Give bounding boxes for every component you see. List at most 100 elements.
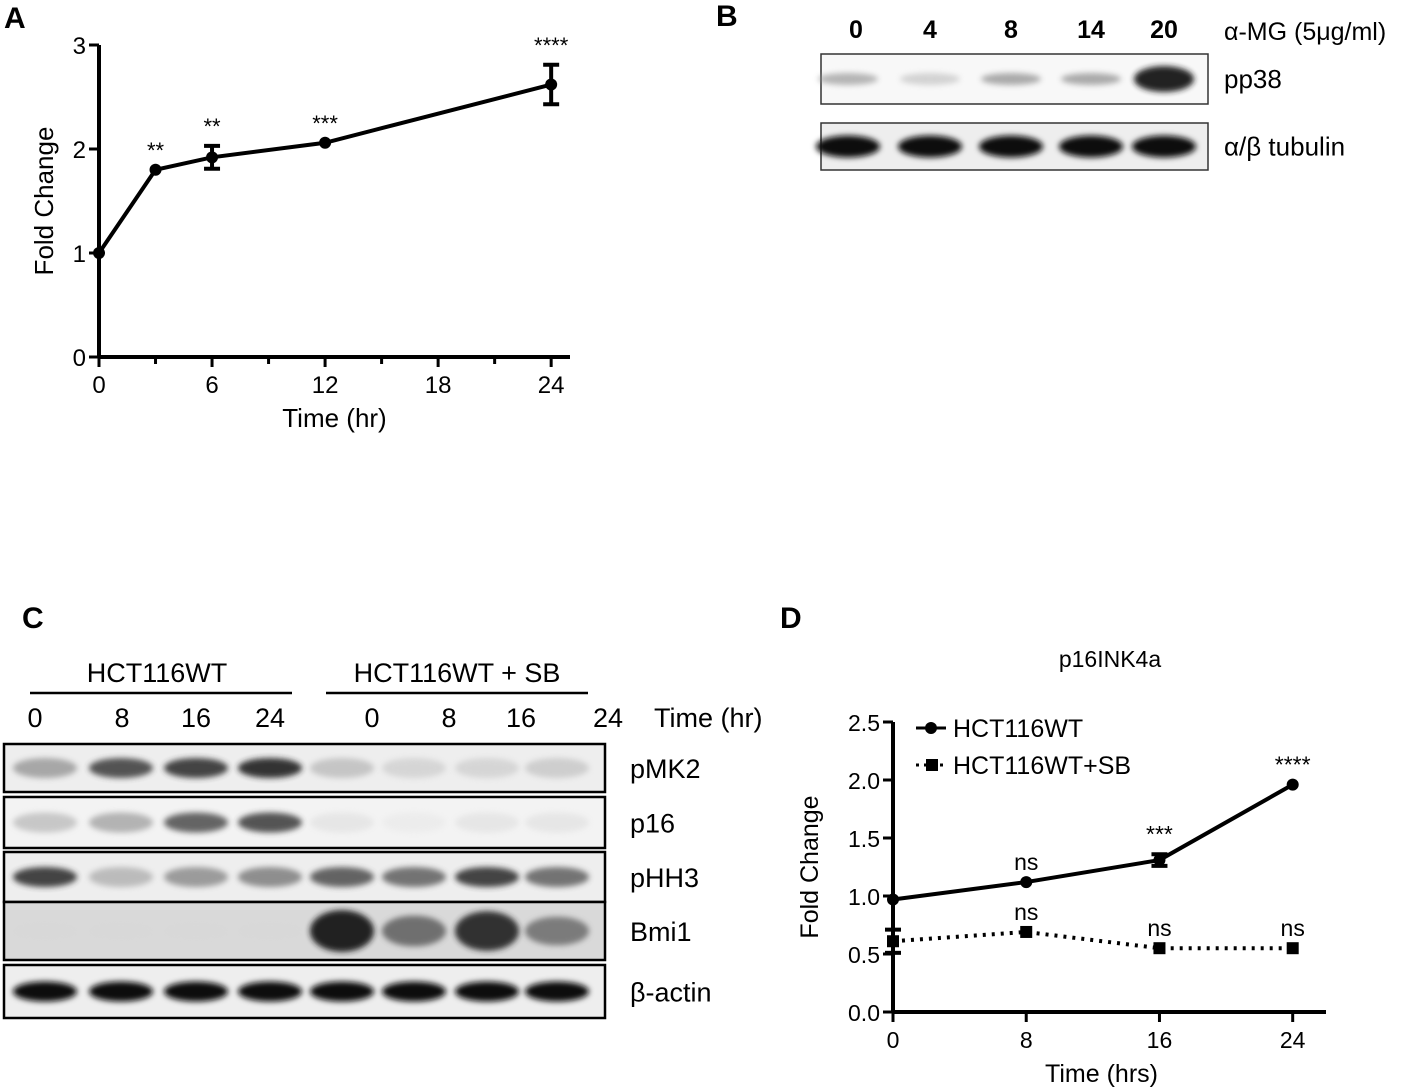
significance-label: **** (534, 33, 569, 58)
significance-label: **** (1275, 752, 1311, 778)
x-tick-label: 0 (887, 1027, 900, 1053)
y-tick-label: 0.5 (848, 942, 880, 968)
y-axis-label: Fold Change (29, 127, 59, 276)
blot-band (89, 924, 153, 938)
blot-band (816, 135, 880, 158)
data-point (1020, 876, 1033, 889)
y-tick-label: 0 (73, 345, 86, 372)
blot-row-label: Bmi1 (630, 917, 692, 947)
lane-label: 24 (593, 703, 623, 733)
data-point (149, 163, 162, 176)
blot-band (455, 981, 519, 1002)
y-tick-label: 1.0 (848, 884, 880, 910)
blot-row-label: p16 (630, 809, 675, 839)
series-line-2 (892, 929, 1293, 951)
panel-label-d: D (780, 602, 802, 635)
legend-marker (925, 722, 937, 734)
significance-label: ns (1147, 915, 1171, 941)
blot-band (310, 758, 374, 778)
series-line-1 (892, 782, 1294, 902)
blot-band (525, 916, 589, 946)
blot-band (1059, 135, 1123, 158)
x-axis-label: Time (hrs) (1045, 1060, 1158, 1088)
legend-label: HCT116WT (953, 715, 1083, 743)
lane-label: 8 (1004, 16, 1018, 44)
lane-label: 20 (1150, 16, 1178, 44)
x-tick-label: 6 (205, 372, 218, 399)
y-tick-label: 2.5 (848, 710, 880, 736)
significance-label: ns (1281, 915, 1305, 941)
x-tick-label: 8 (1020, 1027, 1033, 1053)
blot-band (238, 867, 302, 887)
blot-band (455, 758, 519, 778)
lane-label: 0 (27, 703, 42, 733)
x-tick-label: 24 (538, 372, 565, 399)
blot-band (164, 924, 228, 938)
blot-band (1061, 73, 1121, 85)
blot-band (89, 812, 153, 833)
treatment-label: α-MG (5μg/ml) (1224, 18, 1386, 46)
blot-band (455, 812, 519, 833)
significance-label: ns (1014, 899, 1038, 925)
blot-band (164, 867, 228, 887)
blot-band (238, 981, 302, 1002)
y-tick-label: 0.0 (848, 1000, 880, 1026)
lane-label: 16 (506, 703, 536, 733)
lane-label: 14 (1077, 16, 1105, 44)
data-point (545, 78, 558, 91)
time-label: Time (hr) (654, 703, 763, 733)
data-point (319, 136, 332, 149)
significance-label: ** (147, 138, 165, 163)
blot-band (382, 867, 446, 887)
data-point (206, 151, 219, 164)
significance-label: *** (1146, 821, 1173, 847)
blot-band (455, 911, 519, 951)
lane-label: 24 (255, 703, 285, 733)
blot-band (818, 73, 878, 85)
blot-band (310, 867, 374, 887)
blot-band (1134, 66, 1194, 92)
chart-d-title: p16INK4a (1059, 646, 1162, 672)
blot-row-label: α/β tubulin (1224, 132, 1345, 162)
blot-band (13, 867, 77, 887)
data-point-square (887, 935, 899, 948)
blot-band (525, 758, 589, 778)
panel-label-c: C (22, 602, 44, 635)
blot-band (525, 981, 589, 1002)
data-point (1286, 778, 1299, 791)
blot-band (13, 812, 77, 833)
blot-band (1132, 135, 1196, 158)
blot-band (89, 981, 153, 1002)
y-tick-label: 1.5 (848, 826, 880, 852)
x-tick-label: 12 (312, 372, 339, 399)
significance-label: ** (203, 114, 221, 139)
significance-label: *** (312, 111, 338, 136)
lane-label: 0 (849, 16, 863, 44)
legend-marker-square (926, 759, 938, 771)
y-tick-label: 3 (73, 33, 86, 60)
blot-band (525, 812, 589, 833)
data-point-square (1153, 942, 1166, 955)
blot-band (89, 758, 153, 778)
blot-band (525, 867, 589, 887)
data-point-square (1286, 942, 1299, 955)
blot-band (981, 73, 1041, 85)
lane-label: 4 (923, 16, 937, 44)
blot-band (164, 981, 228, 1002)
lane-label: 0 (364, 703, 379, 733)
blot-band (382, 812, 446, 833)
blot-band (13, 924, 77, 938)
x-tick-label: 0 (92, 372, 105, 399)
blot-band (238, 924, 302, 938)
panel-label-a: A (4, 2, 26, 35)
y-tick-label: 2.0 (848, 768, 880, 794)
lane-label: 8 (441, 703, 456, 733)
x-tick-label: 24 (1280, 1027, 1306, 1053)
y-axis-label: Fold Change (796, 795, 824, 938)
legend-label: HCT116WT+SB (953, 752, 1131, 780)
group-label: HCT116WT (87, 658, 228, 688)
significance-label: ns (1014, 849, 1038, 875)
blot-band (238, 812, 302, 833)
